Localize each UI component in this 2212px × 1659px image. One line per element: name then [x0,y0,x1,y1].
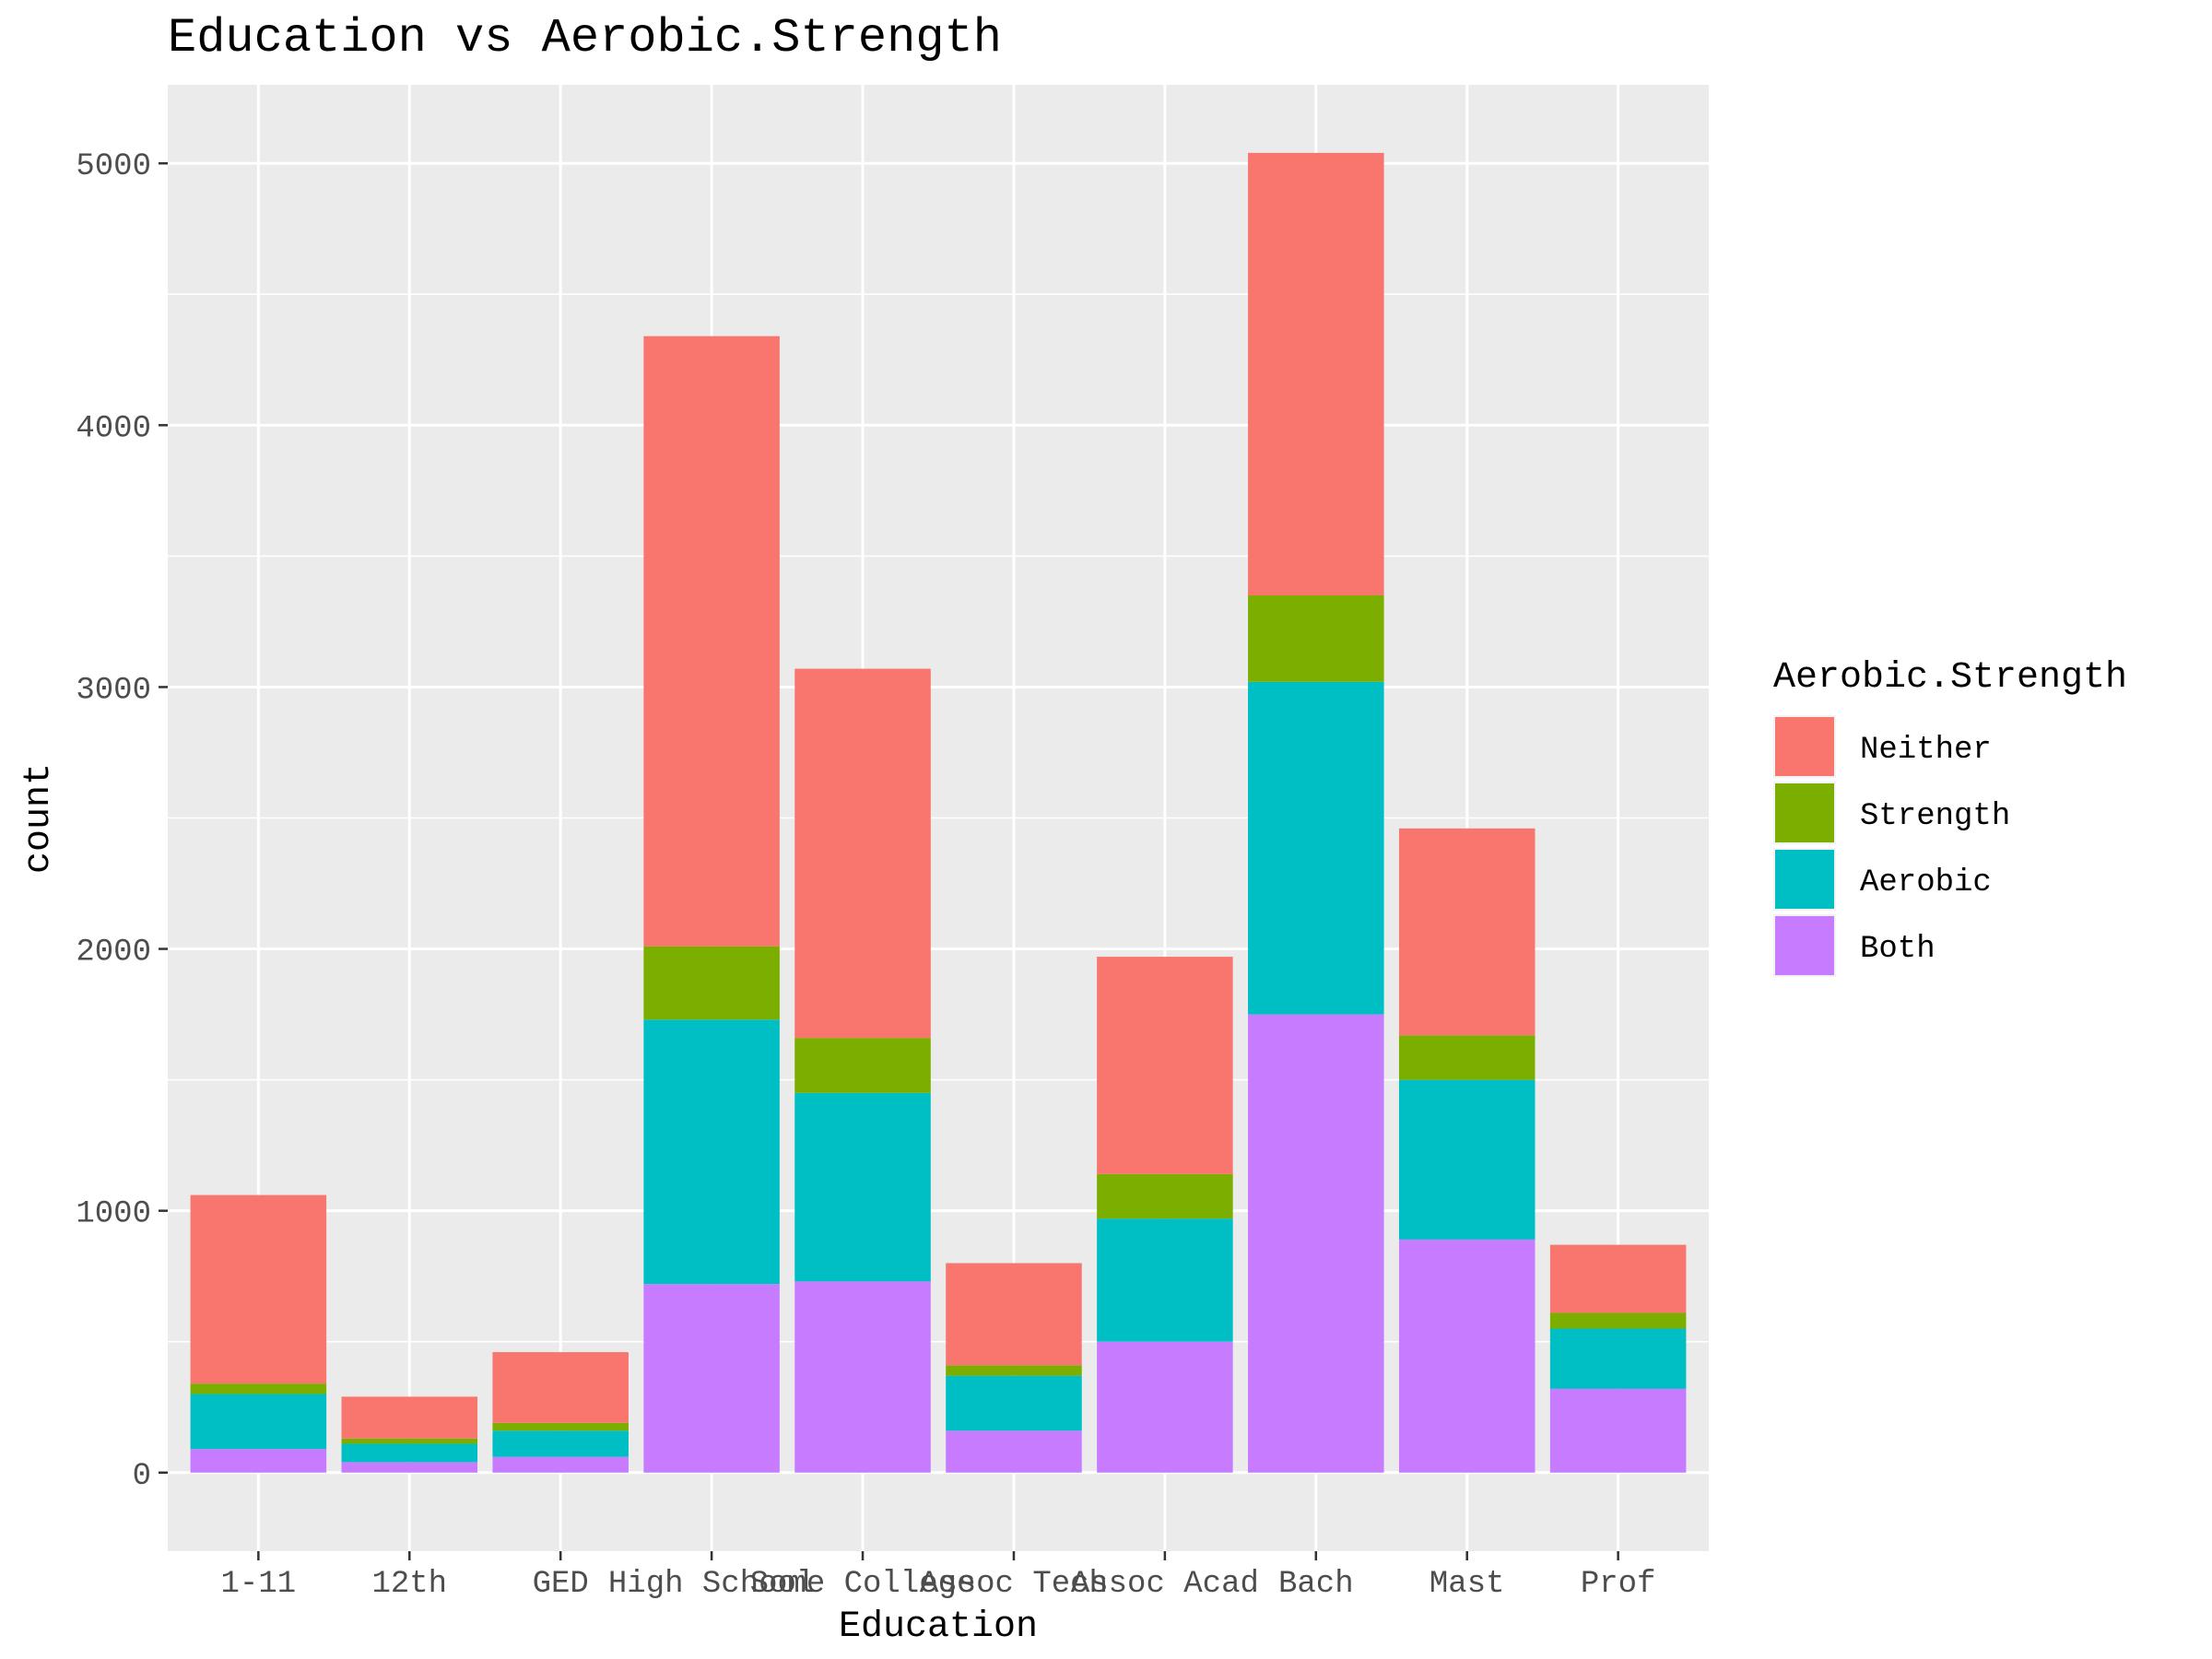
y-tick-label: 5000 [76,149,151,184]
legend-label-aerobic: Aerobic [1860,865,1992,900]
bar-segment-neither [492,1352,629,1423]
bar-segment-strength [190,1383,327,1394]
y-tick-label: 2000 [76,935,151,971]
legend-swatch-both [1775,916,1834,975]
x-tick-label: Assoc Acad [1071,1567,1259,1602]
y-tick-label: 4000 [76,411,151,446]
bar-segment-strength [341,1438,478,1444]
bar-segment-aerobic [341,1443,478,1463]
legend-label-neither: Neither [1860,733,1992,768]
bar-segment-both [1549,1388,1687,1473]
legend-swatch-aerobic [1775,850,1834,909]
bar-segment-aerobic [1248,681,1384,1015]
legend-label-strength: Strength [1860,799,2010,834]
bar-segment-strength [1549,1312,1687,1329]
x-tick-label: High School [608,1567,815,1602]
x-tick-label: GED [533,1567,589,1602]
legend-label-both: Both [1860,932,1936,967]
bar-segment-aerobic [1097,1218,1233,1342]
bar-segment-both [1248,1014,1384,1473]
bar-segment-both [1097,1341,1233,1473]
bar-segment-aerobic [492,1430,629,1457]
bar-segment-aerobic [946,1375,1082,1431]
bar-segment-both [341,1462,478,1473]
x-axis-title: Education [839,1606,1038,1648]
bar-segment-aerobic [1549,1328,1687,1389]
bar-segment-neither [946,1263,1082,1366]
bar-segment-both [492,1456,629,1473]
y-axis-title: count [18,763,60,874]
bar-segment-aerobic [794,1092,931,1282]
bar-segment-both [946,1430,1082,1473]
legend-swatch-neither [1775,717,1834,776]
bar-segment-strength [946,1365,1082,1376]
bar-segment-neither [1097,957,1233,1174]
bar-segment-both [794,1281,931,1473]
chart-title: Education vs Aerobic.Strength [168,11,1002,65]
bar-segment-both [643,1284,780,1473]
y-axis: 0 1000 2000 3000 4000 5000 [76,149,168,1494]
y-tick-label: 0 [133,1459,151,1494]
x-tick-label: Bach [1278,1567,1354,1602]
bar-segment-neither [190,1194,327,1384]
bars [190,152,1687,1473]
bar-segment-aerobic [190,1394,327,1450]
bar-segment-aerobic [1398,1079,1535,1240]
bar-segment-neither [794,668,931,1039]
x-tick-label: 12th [371,1567,447,1602]
legend-swatch-strength [1775,783,1834,842]
bar-segment-strength [1097,1173,1233,1219]
bar-segment-neither [1398,828,1535,1036]
y-tick-label: 3000 [76,673,151,708]
bar-segment-both [1398,1239,1535,1473]
bar-segment-strength [1398,1035,1535,1080]
x-tick-label: Some College [750,1567,976,1602]
bar-segment-both [190,1449,327,1473]
x-tick-label: Prof [1581,1567,1656,1602]
x-tick-label: Mast [1430,1567,1505,1602]
y-tick-label: 1000 [76,1197,151,1232]
legend: Aerobic.Strength Neither Strength Aerobic B… [1773,657,2127,977]
legend-keys: Neither Strength Aerobic Both [1773,715,2010,977]
bar-segment-strength [643,946,780,1020]
bar-segment-neither [341,1396,478,1439]
legend-title: Aerobic.Strength [1773,657,2127,699]
bar-segment-neither [643,335,780,947]
bar-segment-strength [1248,595,1384,682]
bar-segment-neither [1248,152,1384,596]
bar-segment-strength [794,1038,931,1093]
bar-segment-aerobic [643,1019,780,1285]
bar-segment-neither [1549,1244,1687,1313]
x-tick-label: Assoc Tech [920,1567,1108,1602]
x-tick-label: 1-11 [221,1567,297,1602]
bar-segment-strength [492,1422,629,1431]
